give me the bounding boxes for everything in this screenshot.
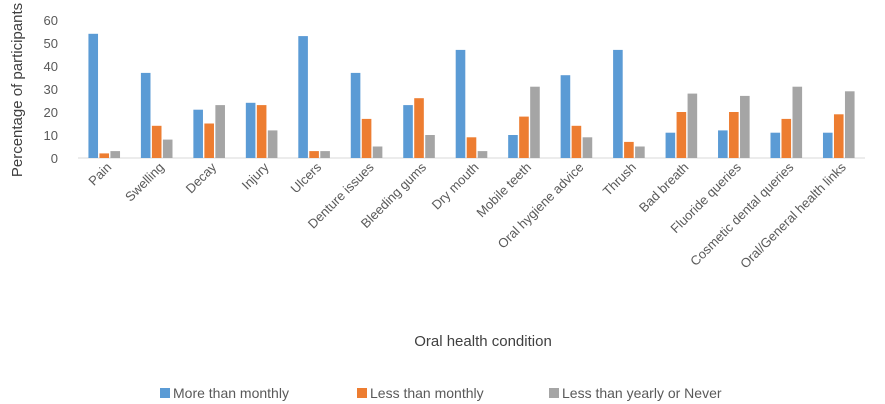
bar [687,93,698,158]
legend-label: More than monthly [173,385,289,401]
legend-label: Less than monthly [370,385,484,401]
bar [844,91,855,158]
y-tick-label: 30 [44,82,58,97]
bar [267,130,278,158]
x-tick-label: Bad breath [636,160,692,216]
y-tick-label: 50 [44,36,58,51]
legend-swatch [549,388,559,398]
bar [110,151,121,158]
bar [560,75,571,158]
legend-item: Less than monthly [357,385,484,401]
bar [635,146,645,158]
bar [309,151,319,158]
y-tick-label: 40 [44,59,58,74]
x-tick-label: Oral/General health links [737,159,849,271]
bars [88,33,855,158]
y-tick-label: 0 [51,151,58,166]
bar [162,139,173,158]
x-tick-label: Dry mouth [429,160,482,213]
bar [193,109,203,158]
x-tick-label: Pain [85,160,114,189]
y-axis-title: Percentage of participants [9,3,26,177]
legend-item: Less than yearly or Never [549,385,722,401]
bar [740,95,750,158]
bar [676,112,687,158]
bar [88,33,99,158]
bar [361,118,372,158]
y-tick-label: 60 [44,13,58,28]
legend: More than monthly Less than monthly Less t… [160,385,722,401]
bar [792,86,803,158]
bar [571,125,582,158]
bar [477,151,488,158]
x-tick-label: Cosmetic dental queries [687,159,797,269]
bar [822,132,833,158]
bar [215,105,225,158]
legend-label: Less than yearly or Never [562,385,722,401]
legend-item: More than monthly [160,385,289,401]
bar [99,153,110,158]
bar [455,49,466,158]
bar [425,135,435,158]
legend-swatch [357,388,367,398]
y-tick-label: 10 [44,128,58,143]
bar [582,137,593,158]
bar [140,72,151,158]
bar [245,102,256,158]
bar [320,151,330,158]
bar [298,36,308,158]
bar [613,49,623,158]
bar [729,112,739,158]
bar [151,125,162,158]
bar [350,72,361,158]
bar [718,130,728,158]
bar [519,116,529,158]
x-tick-label: Decay [183,159,220,196]
bar [204,123,214,158]
bar [372,146,383,158]
y-axis-ticks: 0 10 20 30 40 50 60 [44,13,58,166]
x-tick-label: Thrush [600,160,639,199]
bar [508,135,518,158]
legend-swatch [160,388,170,398]
bar [466,137,477,158]
bar [414,98,424,158]
bar [624,141,634,158]
x-tick-label: Swelling [122,160,167,205]
bar [833,114,844,158]
y-tick-label: 20 [44,105,58,120]
bar [665,132,676,158]
x-tick-label: Injury [239,159,272,192]
bar [781,118,792,158]
bar [530,86,540,158]
bar [403,105,413,158]
bar [256,105,267,158]
x-tick-label: Ulcers [288,159,325,196]
x-axis-title: Oral health condition [414,333,552,350]
bar [770,132,781,158]
